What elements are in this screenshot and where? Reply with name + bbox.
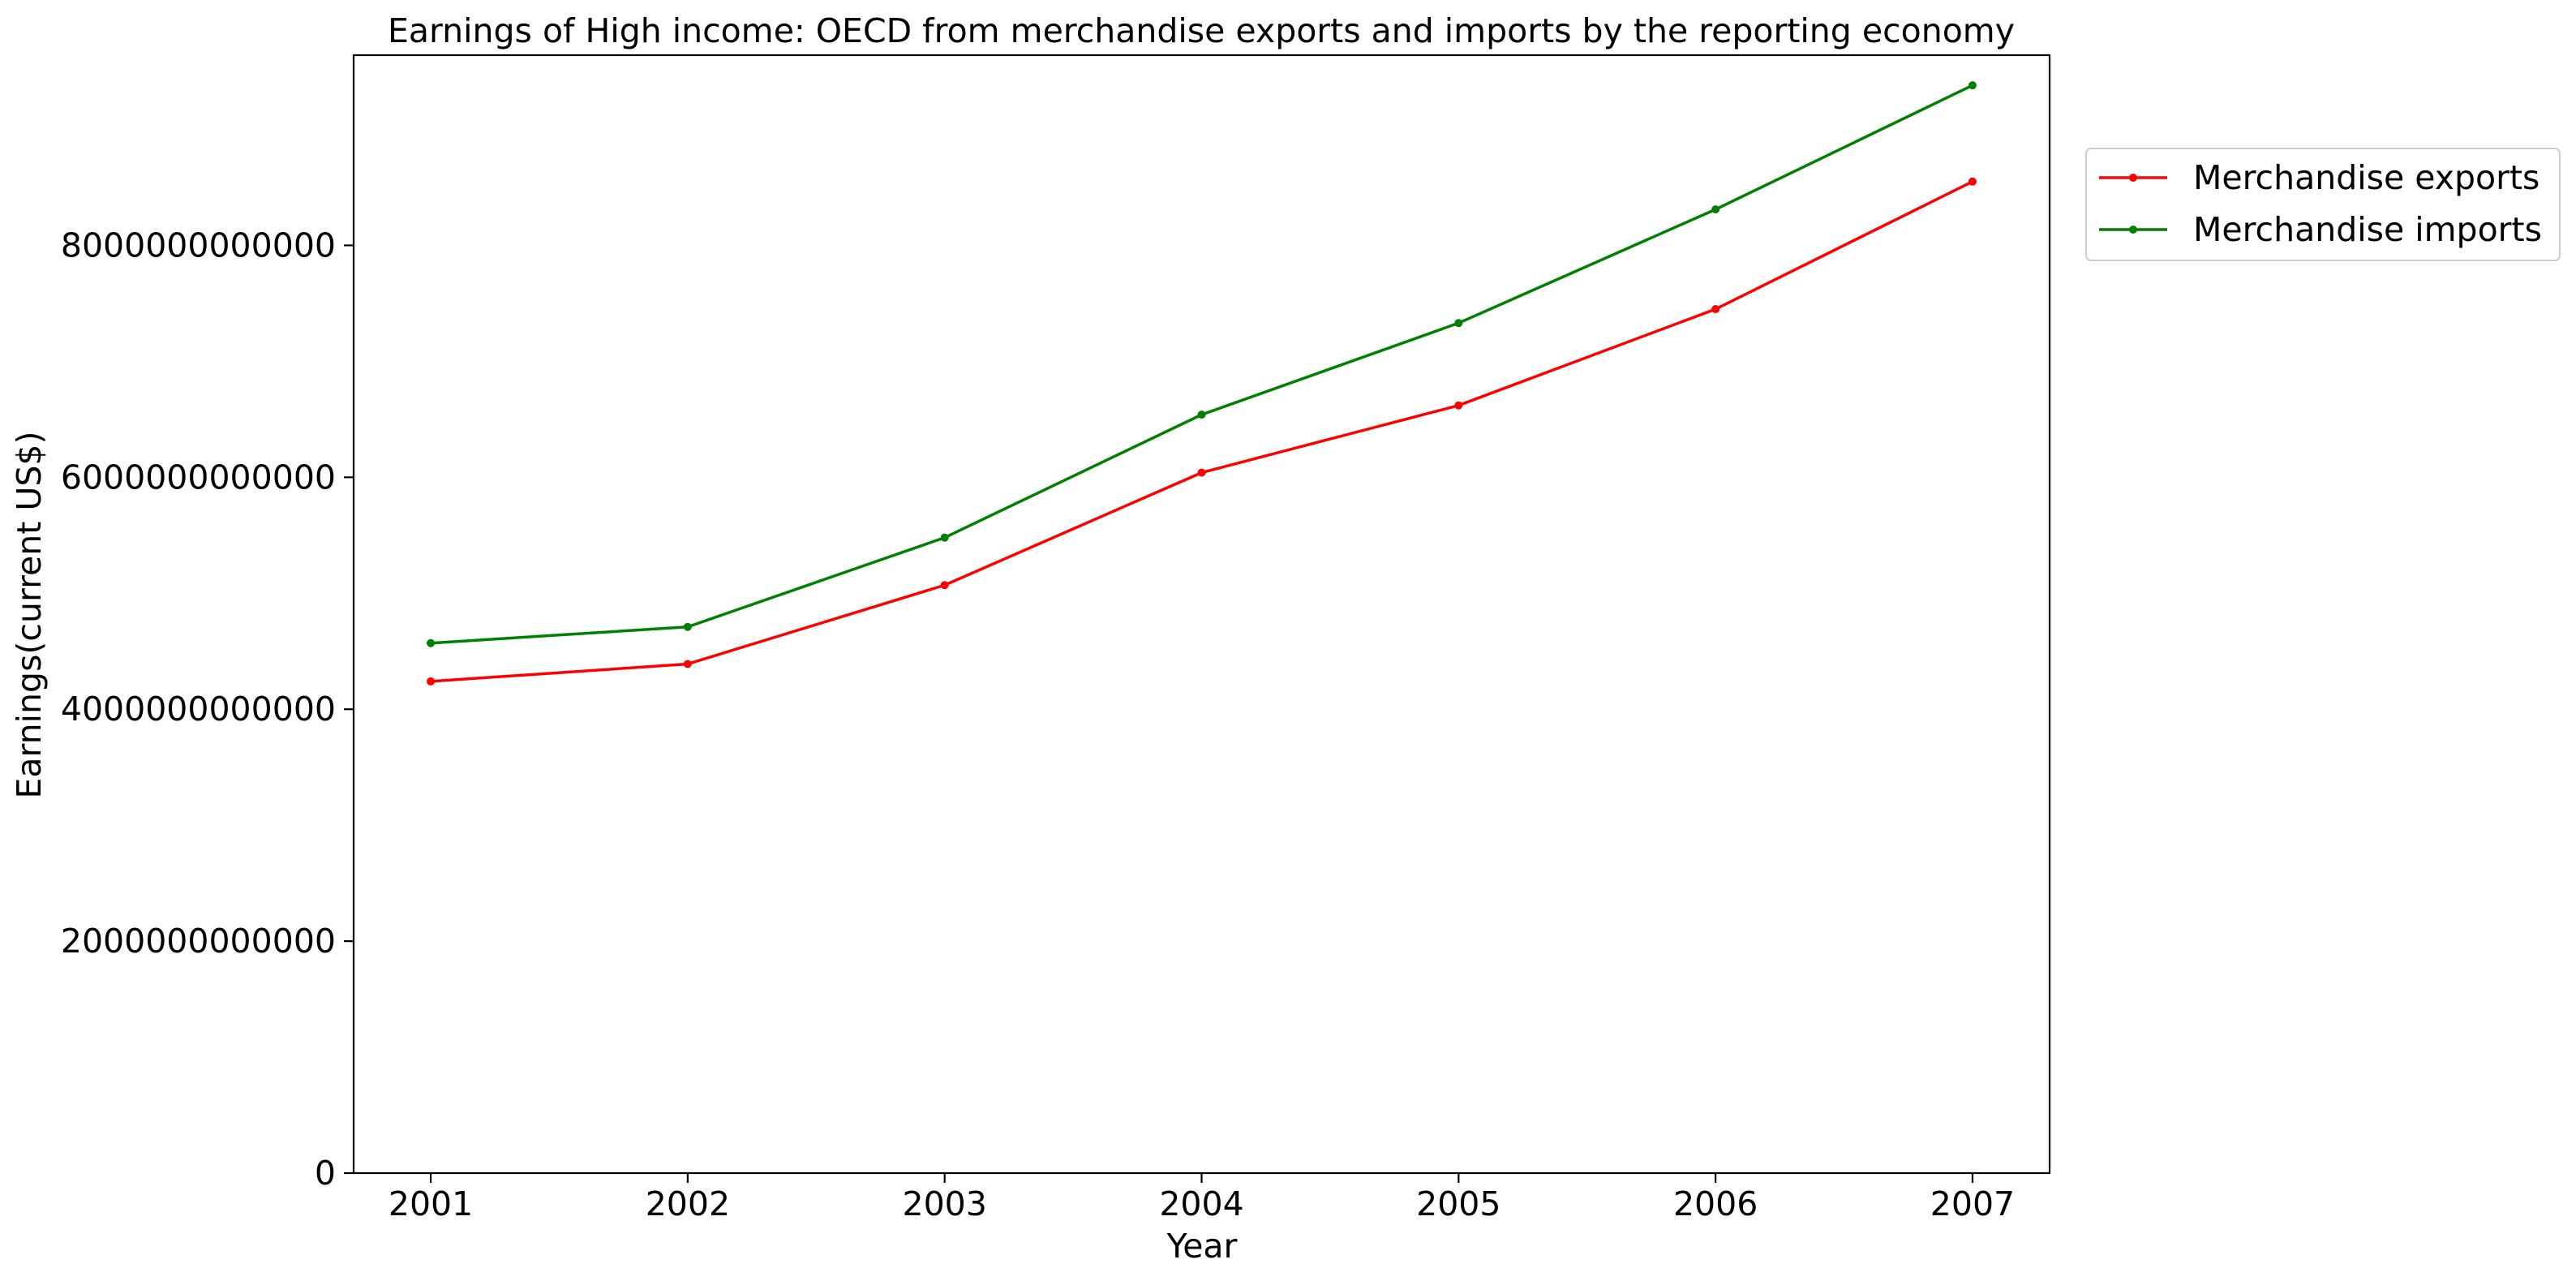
x-tick-label: 2006 [1673,1184,1758,1223]
data-point [1454,319,1463,328]
data-point [427,638,436,647]
y-tick-label: 6000000000000 [61,458,336,496]
series-merchandise-imports [427,81,1977,647]
series-merchandise-exports [427,177,1977,686]
legend-label: Merchandise exports [2193,158,2540,197]
plot-area-frame [352,54,2051,1175]
x-tick-label: 2001 [389,1184,473,1223]
legend-marker [2129,226,2137,234]
axis-ticks: 2001 2002 2003 2004 2005 2006 2007 0 20000000000… [61,226,2015,1223]
y-tick-label: 8000000000000 [61,226,336,264]
legend-label: Merchandise imports [2193,210,2542,249]
legend-box [2085,148,2561,261]
series-line [430,84,1973,645]
series-lines [427,81,1977,686]
legend-marker [2129,174,2137,182]
data-point [940,533,949,542]
x-tick-label: 2005 [1416,1184,1501,1223]
x-tick-label: 2007 [1930,1184,2015,1223]
chart-title: Earnings of High income: OECD from merch… [388,11,2015,50]
y-tick-label: 4000000000000 [61,690,336,729]
legend: Merchandise exports Merchandise imports [2085,148,2561,261]
x-tick-label: 2003 [903,1184,987,1223]
y-tick-label: 0 [315,1154,336,1193]
data-point [683,660,692,668]
data-point [1197,468,1206,477]
series-line [430,180,1973,683]
data-point [1711,305,1720,314]
data-point [427,677,436,686]
data-point [1454,401,1463,410]
data-point [1968,81,1977,90]
x-tick-label: 2002 [646,1184,730,1223]
data-point [1711,205,1720,214]
y-tick-label: 2000000000000 [61,922,336,961]
data-point [683,622,692,631]
data-point [1197,411,1206,419]
y-axis-label: Earnings(current US$) [10,432,49,799]
x-axis-label: Year [1166,1227,1238,1266]
x-tick-label: 2004 [1159,1184,1243,1223]
data-point [940,581,949,590]
data-point [1968,177,1977,186]
